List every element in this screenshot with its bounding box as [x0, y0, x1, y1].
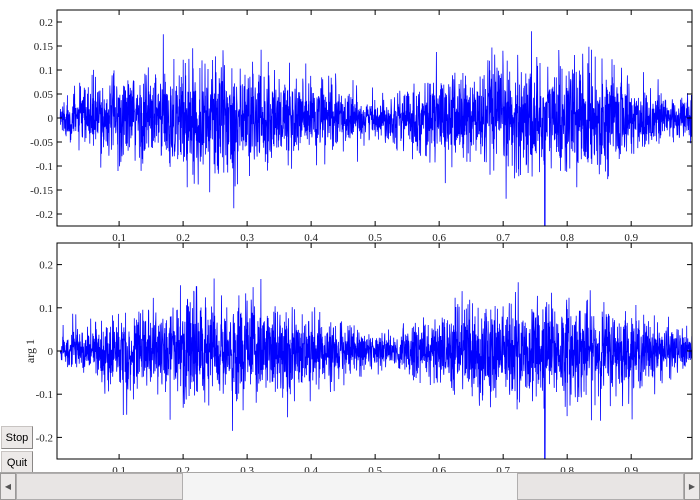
x-tick-label: 0.5 [368, 232, 382, 244]
x-tick-label: 0.2 [176, 232, 190, 244]
x-tick-label: 0.3 [240, 232, 254, 244]
plots-canvas: 0.1 0.2 0.3 0.4 0.5 0.6 0.7 0.8 0.9 0.2 0.15 0.1 0.0… [23, 9, 693, 472]
y-tick-label: -0.05 [30, 137, 53, 149]
y-tick-label: 0 [48, 346, 54, 358]
y-tick-label: 0.2 [39, 260, 53, 272]
scrollbar-track-right[interactable] [517, 473, 684, 500]
y-tick-label: -0.2 [36, 432, 53, 444]
x-tick-label: 0.1 [112, 232, 126, 244]
x-tick-label: 0.8 [560, 465, 574, 472]
x-tick-label: 0.7 [496, 465, 510, 472]
y-tick-label: 0.15 [34, 41, 54, 53]
x-tick-label: 0.3 [240, 465, 254, 472]
scroll-left-button[interactable]: ◀ [0, 473, 16, 500]
x-tick-label: 0.7 [496, 232, 510, 244]
subplot-2: 0.1 0.2 0.3 0.4 0.5 0.6 0.7 0.8 0.9 0.2 0.1 0 -0.1 -0… [23, 242, 693, 472]
x-tick-label: 0.4 [304, 465, 318, 472]
stop-button[interactable]: Stop [1, 426, 33, 449]
quit-button[interactable]: Quit [1, 451, 33, 474]
subplot-1: 0.1 0.2 0.3 0.4 0.5 0.6 0.7 0.8 0.9 0.2 0.15 0.1 0.0… [30, 9, 693, 244]
x-tick-label: 0.9 [624, 465, 638, 472]
x-tick-label: 0.6 [432, 232, 446, 244]
y-tick-label: -0.1 [36, 161, 53, 173]
x-tick-label: 0.2 [176, 465, 190, 472]
scroll-right-button[interactable]: ▶ [684, 473, 700, 500]
triangle-left-icon: ◀ [4, 482, 12, 491]
scrollbar-track-left[interactable] [16, 473, 183, 500]
x-tick-label: 0.5 [368, 465, 382, 472]
x-tick-label: 0.8 [560, 232, 574, 244]
horizontal-scrollbar[interactable]: ◀ ▶ [0, 472, 700, 500]
y-axis-label: arg 1 [23, 339, 37, 363]
signal-line [57, 31, 692, 226]
y-tick-label: 0 [48, 113, 54, 125]
y-tick-label: 0.2 [39, 17, 53, 29]
x-tick-label: 0.1 [112, 465, 126, 472]
x-tick-label: 0.4 [304, 232, 318, 244]
y-tick-label: -0.2 [36, 209, 53, 221]
y-tick-label: 0.05 [34, 89, 54, 101]
x-tick-label: 0.6 [432, 465, 446, 472]
y-tick-label: 0.1 [39, 303, 53, 315]
signal-line [57, 278, 692, 459]
y-tick-label: -0.15 [30, 185, 53, 197]
x-tick-label: 0.9 [624, 232, 638, 244]
triangle-right-icon: ▶ [688, 482, 696, 491]
y-tick-label: 0.1 [39, 65, 53, 77]
scrollbar-thumb[interactable] [183, 473, 517, 500]
y-tick-label: -0.1 [36, 389, 53, 401]
